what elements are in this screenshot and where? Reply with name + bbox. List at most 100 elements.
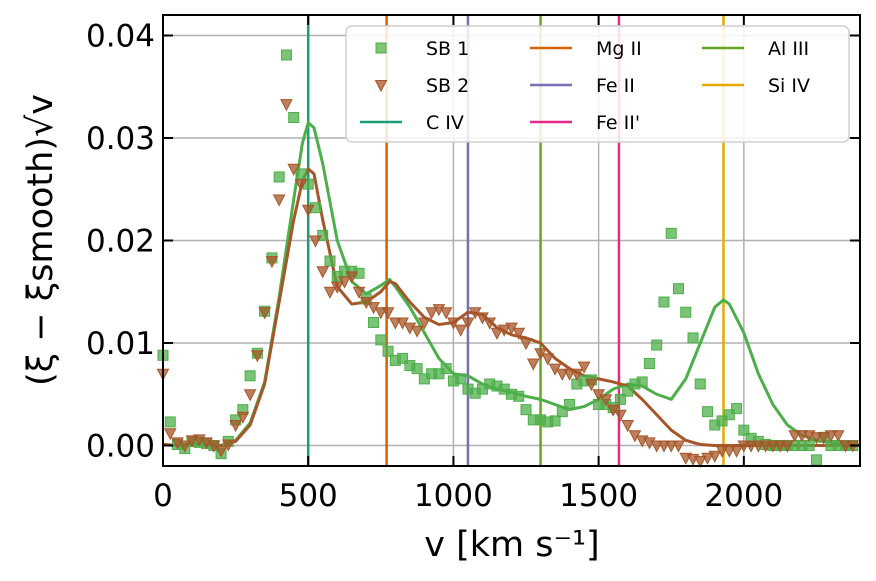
series-0-point-41 [455, 373, 467, 385]
series-1-point-64 [621, 420, 634, 433]
series-1-point-27 [352, 286, 366, 299]
series-0-point-55 [556, 406, 568, 418]
series-1-point-57 [570, 368, 584, 381]
series-0-point-19 [295, 168, 307, 180]
series-0-point-39 [440, 363, 452, 375]
y-axis-title: (ξ − ξsmooth)√v [21, 94, 61, 386]
series-0-point-64 [622, 385, 634, 397]
series-0-point-70 [665, 227, 677, 239]
series-1-point-25 [338, 276, 351, 289]
series-0-point-73 [687, 332, 699, 344]
y-tick-label-0: 0.00 [86, 429, 155, 465]
series-1-point-76 [708, 450, 722, 463]
series-0-point-50 [520, 404, 532, 416]
series-0-point-68 [651, 339, 663, 351]
series-1-point-17 [280, 99, 293, 112]
legend-label-sb-2: SB 2 [426, 75, 469, 97]
series-0-point-23 [324, 255, 336, 267]
series-1-point-12 [243, 389, 257, 402]
series-0-point-78 [723, 409, 735, 421]
series-1-point-22 [316, 266, 330, 279]
series-1-point-74 [693, 455, 707, 468]
series-1-point-59 [585, 379, 598, 392]
series-0-point-69 [658, 296, 670, 308]
series-0-point-18 [288, 112, 300, 123]
series-0-point-30 [375, 334, 387, 346]
series-0-point-12 [244, 370, 256, 382]
series-1-point-58 [577, 361, 591, 374]
series-1-point-10 [229, 420, 242, 433]
legend-label-si-iv: Si IV [768, 75, 810, 97]
x-tick-label-3: 1500 [559, 478, 638, 514]
series-1-point-14 [258, 307, 271, 320]
series-0-point-63 [614, 393, 626, 405]
series-1-point-11 [236, 411, 250, 424]
series-0-point-29 [368, 317, 380, 328]
axes [162, 14, 861, 467]
series-1-point-20 [301, 204, 315, 217]
y-tick-label-4: 0.04 [86, 19, 155, 55]
x-tick-label-2: 1000 [414, 478, 493, 514]
series-0-point-1 [164, 416, 176, 428]
series-1-point-41 [454, 324, 468, 337]
legend-label-fe-ii: Fe II' [596, 112, 640, 134]
series-0-point-17 [280, 49, 292, 61]
tick-labels: 0 500 1000 1500 2000 0.00 0.01 0.02 0.03 0.04 [86, 19, 783, 515]
series-0-point-56 [564, 399, 576, 410]
series-1-point-24 [330, 281, 344, 294]
series-0-point-74 [694, 378, 706, 390]
series-1-point-40 [447, 317, 460, 330]
series-0-point-33 [397, 352, 409, 364]
series-1-point-42 [461, 317, 475, 330]
series-1-point-61 [599, 394, 613, 407]
legend-label-fe-ii: Fe II [596, 75, 635, 97]
series-0-point-49 [513, 390, 525, 402]
series-1-point-51 [526, 358, 540, 371]
series-1-point-3 [178, 440, 192, 453]
series-0-point-67 [643, 358, 655, 369]
series-1-point-1 [163, 428, 177, 441]
series-1-point-16 [272, 194, 286, 207]
legend-label-c-iv: C IV [426, 112, 464, 134]
x-tick-label-4: 2000 [704, 478, 783, 514]
legend-marker-sb-1 [375, 42, 387, 54]
series-0-point-31 [382, 345, 394, 357]
series-1-point-15 [265, 256, 279, 269]
legend-label-sb-1: SB 1 [426, 38, 469, 60]
series-1-point-46 [490, 327, 504, 340]
series-1-point-63 [614, 409, 627, 422]
legend-box [345, 25, 850, 143]
series-1-point-31 [381, 307, 395, 320]
series-1-point-47 [497, 324, 511, 337]
series-0-point-79 [731, 403, 743, 415]
series-0-point-77 [716, 415, 728, 427]
series-1-point-45 [483, 317, 497, 330]
x-tick-label-0: 0 [153, 478, 173, 514]
series-1-point-93 [831, 430, 845, 443]
series-1-point-21 [309, 235, 322, 248]
y-tick-label-2: 0.02 [86, 224, 155, 260]
legend: SB 1 SB 2 C IV Mg II Fe II Fe II' Al III Si IV [345, 25, 850, 143]
legend-marker-sb-2 [374, 80, 388, 93]
y-tick-label-1: 0.01 [86, 326, 155, 362]
series-0-point-90 [810, 454, 822, 466]
series-1-point-8 [214, 445, 228, 458]
series-1-point-79 [730, 445, 743, 458]
series-1-point-26 [345, 271, 359, 284]
series-1-point-9 [222, 439, 235, 452]
x-axis-title: v [km s⁻¹] [424, 525, 599, 565]
legend-label-mg-ii: Mg II [596, 38, 642, 60]
series-1-point-75 [701, 452, 714, 465]
series-1-point-86 [781, 440, 794, 453]
series-1-point-91 [817, 432, 831, 445]
series-1-point-53 [541, 353, 555, 366]
series-0-point-22 [317, 229, 329, 241]
x-tick-label-1: 500 [279, 478, 338, 514]
series-1-point-36 [418, 317, 431, 330]
series-1-point-71 [672, 440, 685, 453]
series-0-point-72 [680, 306, 692, 318]
series-1-point-39 [439, 307, 453, 320]
series-0-point-71 [672, 283, 684, 295]
series-1-point-37 [425, 307, 438, 320]
y-tick-label-3: 0.03 [86, 121, 155, 157]
